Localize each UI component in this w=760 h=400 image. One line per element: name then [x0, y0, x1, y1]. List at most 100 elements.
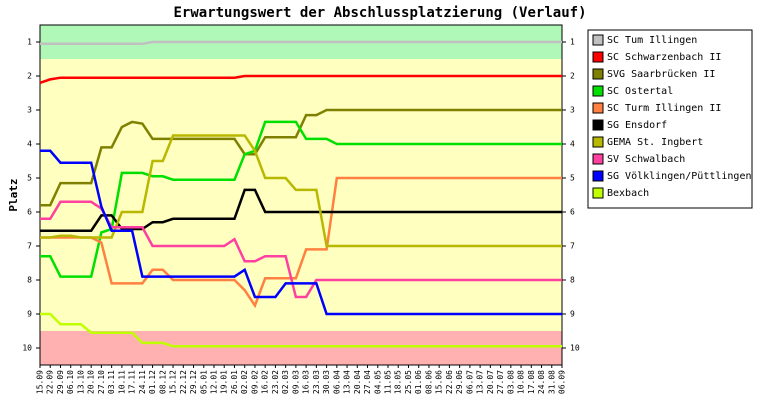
x-tick-label: 17.11: [128, 370, 137, 394]
x-tick-label: 06.10: [66, 370, 75, 394]
y2-tick-label: 3: [570, 106, 575, 115]
series-line: [39, 74, 562, 84]
y-tick-label: 7: [27, 242, 32, 251]
y2-tick-label: 1: [570, 38, 575, 47]
y-tick-label: 4: [27, 140, 32, 149]
y-tick-label: 8: [27, 276, 32, 285]
series-line: [40, 312, 562, 348]
x-tick-label: 10.11: [117, 370, 126, 394]
y2-tick-label: 9: [570, 310, 575, 319]
relegation-zone: [40, 331, 562, 365]
y2-tick-label: 7: [570, 242, 575, 251]
x-tick-label: 03.08: [506, 370, 515, 394]
legend-swatch: [592, 136, 604, 148]
x-tick-label: 24.08: [537, 370, 546, 394]
series-line: [40, 200, 562, 299]
x-tick-label: 08.06: [424, 370, 433, 394]
x-tick-label: 13.07: [476, 370, 485, 394]
x-tick-label: 17.08: [527, 370, 536, 394]
x-tick-label: 03.11: [107, 370, 116, 394]
y-tick-label: 5: [27, 174, 32, 183]
legend-label: SC Tum Illingen: [607, 35, 697, 46]
plot-frame: [39, 24, 563, 366]
legend-swatch: [592, 85, 604, 97]
x-tick-label: 12.01: [210, 370, 219, 394]
x-tick-label: 05.01: [199, 370, 208, 394]
legend-label: SVG Saarbrücken II: [607, 69, 715, 80]
x-tick-label: 27.07: [496, 370, 505, 394]
series-line: [40, 134, 562, 248]
x-tick-label: 29.12: [189, 370, 198, 394]
legend-label: SV Schwalbach: [607, 154, 685, 165]
legend-label: SC Schwarzenbach II: [607, 52, 721, 63]
x-tick-label: 29.09: [56, 370, 65, 394]
legend-label: SC Ostertal: [607, 86, 673, 97]
legend-label: GEMA St. Ingbert: [607, 137, 703, 148]
x-tick-label: 15.09: [36, 370, 45, 394]
legend-swatch: [592, 170, 604, 182]
y-tick-label: 6: [27, 208, 32, 217]
x-tick-label: 08.12: [158, 370, 167, 394]
x-tick-label: 13.10: [76, 370, 85, 394]
series-line: [40, 149, 562, 316]
legend-label: Bexbach: [607, 188, 649, 199]
legend-swatch: [592, 68, 604, 80]
series-line: [40, 108, 562, 207]
x-tick-label: 02.03: [281, 370, 290, 394]
legend-swatch: [592, 119, 604, 131]
legend-label: SG Völklingen/Püttlingen: [607, 171, 752, 182]
plot-area: [40, 25, 562, 365]
x-tick-label: 24.11: [138, 370, 147, 394]
x-tick-label: 10.08: [517, 370, 526, 394]
y2-tick-label: 10: [570, 344, 580, 353]
legend: [587, 29, 753, 209]
x-tick-label: 16.02: [261, 370, 270, 394]
x-tick-label: 31.08: [547, 370, 556, 394]
x-tick-label: 01.06: [414, 370, 423, 394]
x-tick-label: 09.02: [250, 370, 259, 394]
x-tick-label: 06.07: [465, 370, 474, 394]
x-tick-label: 23.03: [312, 370, 321, 394]
x-tick-label: 20.07: [486, 370, 495, 394]
x-tick-label: 23.02: [271, 370, 280, 394]
x-tick-label: 15.06: [435, 370, 444, 394]
x-tick-label: 09.03: [291, 370, 300, 394]
x-tick-label: 25.05: [404, 370, 413, 394]
y2-tick-label: 5: [570, 174, 575, 183]
x-tick-label: 22.12: [179, 370, 188, 394]
x-tick-label: 27.04: [363, 370, 372, 394]
series-line: [40, 120, 562, 278]
y2-tick-label: 6: [570, 208, 575, 217]
x-tick-label: 06.04: [332, 370, 341, 394]
y-tick-label: 2: [27, 72, 32, 81]
x-tick-label: 02.02: [240, 370, 249, 394]
y-tick-label: 9: [27, 310, 32, 319]
x-tick-label: 06.09: [558, 370, 567, 394]
x-tick-label: 18.05: [394, 370, 403, 394]
legend-swatch: [592, 153, 604, 165]
y2-tick-label: 2: [570, 72, 575, 81]
chart-title: Erwartungswert der Abschlussplatzierung …: [173, 5, 586, 21]
x-tick-label: 04.05: [373, 370, 382, 394]
legend-swatch: [592, 102, 604, 114]
legend-swatch: [592, 51, 604, 63]
y-tick-label: 1: [27, 38, 32, 47]
y-axis-label: Platz: [7, 178, 20, 211]
legend-swatch: [592, 187, 604, 199]
x-tick-label: 16.03: [302, 370, 311, 394]
x-tick-label: 22.09: [46, 370, 55, 394]
y2-tick-label: 4: [570, 140, 575, 149]
legend-label: SG Ensdorf: [607, 120, 667, 131]
x-tick-label: 30.03: [322, 370, 331, 394]
y-tick-label: 3: [27, 106, 32, 115]
x-tick-label: 26.01: [230, 370, 239, 394]
x-tick-label: 11.05: [384, 370, 393, 394]
x-tick-label: 13.04: [343, 370, 352, 394]
x-tick-label: 20.10: [87, 370, 96, 394]
x-tick-label: 01.12: [148, 370, 157, 394]
series-line: [40, 188, 562, 232]
legend-swatch: [592, 34, 604, 46]
series-line: [40, 176, 562, 309]
x-tick-label: 22.06: [445, 370, 454, 394]
